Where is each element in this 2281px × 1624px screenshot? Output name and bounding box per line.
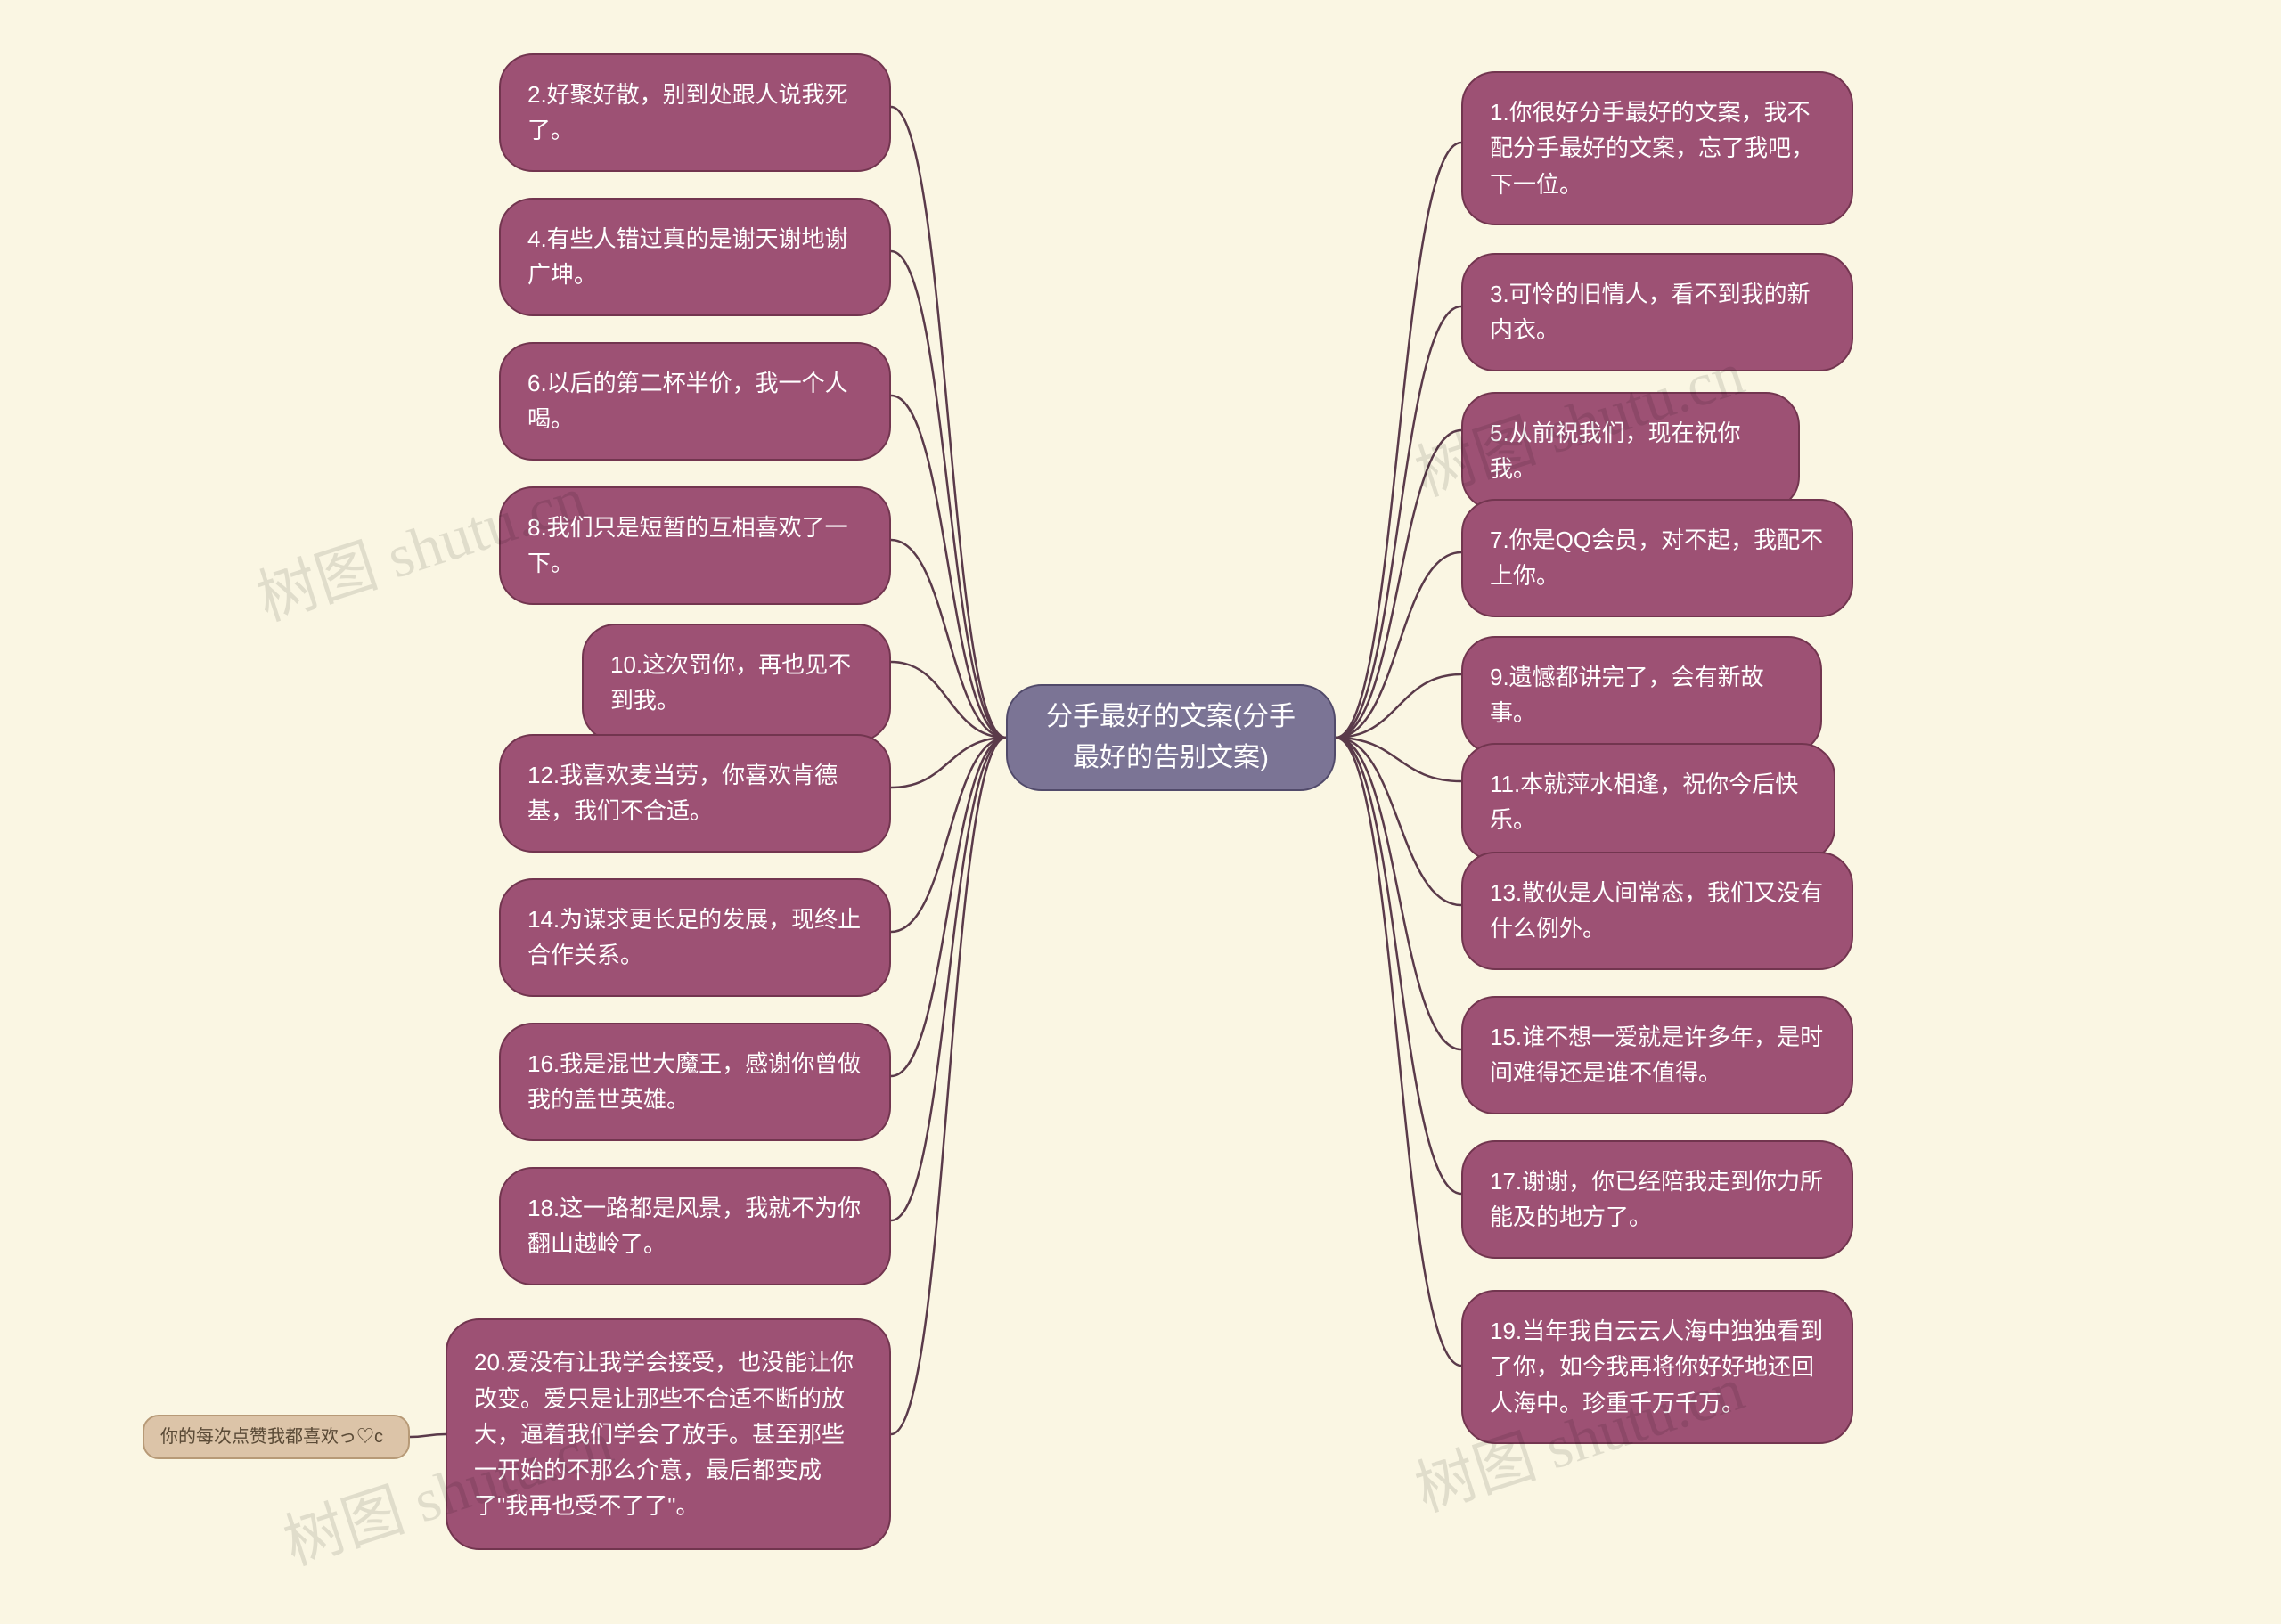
branch-node-label: 11.本就萍水相逢，祝你今后快乐。 xyxy=(1490,766,1807,838)
branch-node: 3.可怜的旧情人，看不到我的新内衣。 xyxy=(1461,253,1853,371)
branch-node-label: 20.爱没有让我学会接受，也没能让你改变。爱只是让那些不合适不断的放大，逼着我们… xyxy=(474,1344,863,1523)
branch-node: 10.这次罚你，再也见不到我。 xyxy=(582,624,891,742)
branch-node-label: 12.我喜欢麦当劳，你喜欢肯德基，我们不合适。 xyxy=(527,757,863,829)
center-node-label: 分手最好的文案(分手最好的告别文案) xyxy=(1034,697,1307,779)
branch-node: 6.以后的第二杯半价，我一个人喝。 xyxy=(499,342,891,461)
branch-node-label: 3.可怜的旧情人，看不到我的新内衣。 xyxy=(1490,276,1825,348)
branch-node-label: 16.我是混世大魔王，感谢你曾做我的盖世英雄。 xyxy=(527,1046,863,1118)
branch-node-label: 2.好聚好散，别到处跟人说我死了。 xyxy=(527,77,863,149)
branch-node-label: 18.这一路都是风景，我就不为你翻山越岭了。 xyxy=(527,1190,863,1262)
branch-node-label: 17.谢谢，你已经陪我走到你力所能及的地方了。 xyxy=(1490,1163,1825,1236)
branch-node-label: 6.以后的第二杯半价，我一个人喝。 xyxy=(527,365,863,437)
branch-node: 9.遗憾都讲完了，会有新故事。 xyxy=(1461,636,1822,755)
branch-node: 14.为谋求更长足的发展，现终止合作关系。 xyxy=(499,878,891,997)
branch-node-label: 7.你是QQ会员，对不起，我配不上你。 xyxy=(1490,522,1825,594)
branch-node: 18.这一路都是风景，我就不为你翻山越岭了。 xyxy=(499,1167,891,1285)
branch-node: 5.从前祝我们，现在祝你我。 xyxy=(1461,392,1800,510)
branch-node: 20.爱没有让我学会接受，也没能让你改变。爱只是让那些不合适不断的放大，逼着我们… xyxy=(446,1318,891,1550)
branch-node-label: 8.我们只是短暂的互相喜欢了一下。 xyxy=(527,510,863,582)
branch-node: 19.当年我自云云人海中独独看到了你，如今我再将你好好地还回人海中。珍重千万千万… xyxy=(1461,1290,1853,1444)
branch-node: 17.谢谢，你已经陪我走到你力所能及的地方了。 xyxy=(1461,1140,1853,1259)
branch-node: 15.谁不想一爱就是许多年，是时间难得还是谁不值得。 xyxy=(1461,996,1853,1114)
branch-node-label: 15.谁不想一爱就是许多年，是时间难得还是谁不值得。 xyxy=(1490,1019,1825,1091)
branch-node: 13.散伙是人间常态，我们又没有什么例外。 xyxy=(1461,852,1853,970)
branch-node-label: 1.你很好分手最好的文案，我不配分手最好的文案，忘了我吧，下一位。 xyxy=(1490,94,1825,202)
sub-node-label: 你的每次点赞我都喜欢っ♡c xyxy=(160,1424,383,1451)
branch-node-label: 4.有些人错过真的是谢天谢地谢广坤。 xyxy=(527,221,863,293)
branch-node: 16.我是混世大魔王，感谢你曾做我的盖世英雄。 xyxy=(499,1023,891,1141)
branch-node-label: 19.当年我自云云人海中独独看到了你，如今我再将你好好地还回人海中。珍重千万千万… xyxy=(1490,1313,1825,1421)
branch-node-label: 9.遗憾都讲完了，会有新故事。 xyxy=(1490,659,1794,731)
branch-node: 4.有些人错过真的是谢天谢地谢广坤。 xyxy=(499,198,891,316)
branch-node: 2.好聚好散，别到处跟人说我死了。 xyxy=(499,53,891,172)
center-node: 分手最好的文案(分手最好的告别文案) xyxy=(1006,684,1336,791)
branch-node: 7.你是QQ会员，对不起，我配不上你。 xyxy=(1461,499,1853,617)
branch-node: 12.我喜欢麦当劳，你喜欢肯德基，我们不合适。 xyxy=(499,734,891,853)
branch-node: 1.你很好分手最好的文案，我不配分手最好的文案，忘了我吧，下一位。 xyxy=(1461,71,1853,225)
connector-layer xyxy=(0,0,2281,1624)
branch-node-label: 10.这次罚你，再也见不到我。 xyxy=(610,647,863,719)
branch-node: 8.我们只是短暂的互相喜欢了一下。 xyxy=(499,486,891,605)
branch-node-label: 14.为谋求更长足的发展，现终止合作关系。 xyxy=(527,902,863,974)
branch-node: 11.本就萍水相逢，祝你今后快乐。 xyxy=(1461,743,1835,861)
branch-node-label: 5.从前祝我们，现在祝你我。 xyxy=(1490,415,1771,487)
branch-node-label: 13.散伙是人间常态，我们又没有什么例外。 xyxy=(1490,875,1825,947)
sub-node: 你的每次点赞我都喜欢っ♡c xyxy=(143,1415,410,1459)
